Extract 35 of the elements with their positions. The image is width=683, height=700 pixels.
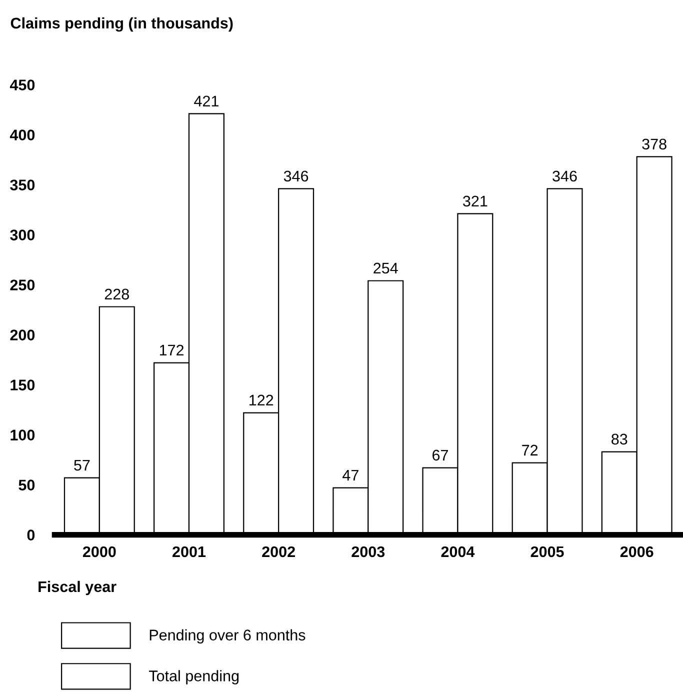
- y-tick-label: 300: [10, 230, 35, 240]
- y-tick-label: 100: [10, 430, 35, 440]
- data-label: 72: [522, 444, 538, 456]
- data-label: 228: [104, 288, 129, 300]
- y-tick-label: 400: [10, 130, 35, 140]
- x-tick-label: 2000: [82, 546, 116, 558]
- data-label: 346: [552, 170, 577, 182]
- x-tick-label: 2001: [172, 546, 206, 558]
- data-label: 122: [250, 394, 274, 406]
- y-tick-label: 350: [10, 180, 35, 190]
- y-tick-label: 450: [10, 80, 35, 90]
- data-label: 346: [284, 170, 308, 182]
- y-tick-label: 250: [10, 280, 35, 290]
- x-tick-label: 2002: [262, 546, 295, 558]
- data-label: 67: [432, 450, 448, 461]
- data-label: 254: [374, 262, 398, 274]
- x-tick-label: 2006: [620, 546, 654, 558]
- y-tick-label: 150: [10, 380, 35, 390]
- y-tick-label: 0: [27, 530, 35, 540]
- y-tick-label: 200: [10, 330, 35, 340]
- data-label: 421: [194, 96, 218, 106]
- chart-title: Claims pending (in thousands): [10, 17, 233, 32]
- data-label: 47: [342, 470, 358, 480]
- data-label: 83: [612, 434, 628, 445]
- x-tick-label: 2003: [352, 546, 385, 558]
- legend-label: Total pending: [148, 670, 239, 684]
- data-label: 321: [463, 196, 488, 207]
- y-tick-label: 50: [18, 480, 35, 490]
- x-tick-label: 2005: [530, 546, 564, 558]
- data-label: 378: [642, 138, 666, 150]
- x-tick-label: 2004: [441, 546, 475, 558]
- data-label: 172: [160, 344, 184, 356]
- data-label: 57: [74, 460, 90, 471]
- legend-label: Pending over 6 months: [150, 629, 306, 644]
- x-axis-title: Fiscal year: [38, 580, 116, 596]
